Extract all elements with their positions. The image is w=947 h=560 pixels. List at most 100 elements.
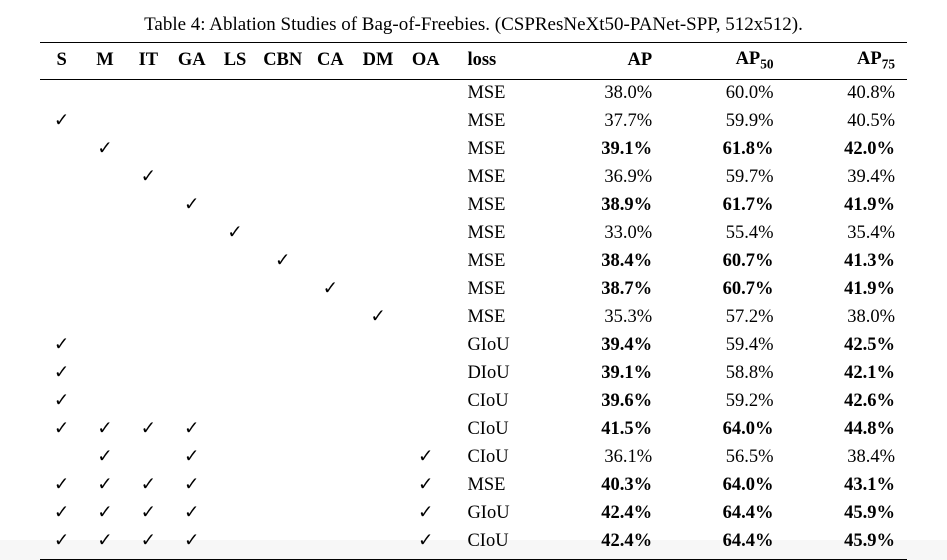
cell-loss: MSE	[447, 164, 542, 192]
cell-s	[40, 303, 83, 331]
cell-oa: ✓	[404, 527, 447, 559]
cell-m: ✓	[83, 443, 126, 471]
cell-ap75: 45.9%	[786, 499, 907, 527]
cell-it	[127, 443, 170, 471]
cell-loss: CIoU	[447, 527, 542, 559]
cell-ap: 41.5%	[543, 415, 664, 443]
cell-m	[83, 108, 126, 136]
cell-ap50: 59.7%	[664, 164, 785, 192]
cell-ga: ✓	[170, 443, 213, 471]
cell-m	[83, 331, 126, 359]
cell-ls	[213, 108, 256, 136]
cell-dm	[352, 387, 404, 415]
cell-loss: MSE	[447, 192, 542, 220]
cell-ap50: 58.8%	[664, 359, 785, 387]
cell-ap75: 42.6%	[786, 387, 907, 415]
cell-s: ✓	[40, 108, 83, 136]
table-row: ✓MSE38.9%61.7%41.9%	[40, 192, 907, 220]
table-row: ✓DIoU39.1%58.8%42.1%	[40, 359, 907, 387]
table-head: SMITGALSCBNCADMOAlossAPAP50AP75	[40, 43, 907, 80]
cell-ap: 35.3%	[543, 303, 664, 331]
cell-it: ✓	[127, 415, 170, 443]
cell-cbn	[257, 443, 309, 471]
cell-m	[83, 387, 126, 415]
cell-m: ✓	[83, 471, 126, 499]
cell-m	[83, 275, 126, 303]
cell-ap50: 57.2%	[664, 303, 785, 331]
cell-ap50: 60.7%	[664, 275, 785, 303]
cell-ap: 36.1%	[543, 443, 664, 471]
col-header-ap: AP	[543, 43, 664, 80]
cell-dm: ✓	[352, 303, 404, 331]
cell-ga: ✓	[170, 471, 213, 499]
cell-ap75: 38.0%	[786, 303, 907, 331]
cell-m	[83, 248, 126, 276]
cell-cbn	[257, 164, 309, 192]
col-header-ca: CA	[309, 43, 352, 80]
page: Table 4: Ablation Studies of Bag-of-Free…	[0, 0, 947, 540]
cell-loss: CIoU	[447, 443, 542, 471]
cell-dm	[352, 275, 404, 303]
cell-m	[83, 164, 126, 192]
cell-it	[127, 192, 170, 220]
cell-loss: MSE	[447, 108, 542, 136]
cell-dm	[352, 248, 404, 276]
table-row: ✓MSE33.0%55.4%35.4%	[40, 220, 907, 248]
cell-cbn	[257, 220, 309, 248]
cell-ap: 38.0%	[543, 79, 664, 107]
cell-ls	[213, 303, 256, 331]
cell-ga	[170, 359, 213, 387]
cell-ca	[309, 331, 352, 359]
cell-oa	[404, 79, 447, 107]
cell-oa: ✓	[404, 471, 447, 499]
col-header-ap75: AP75	[786, 43, 907, 80]
cell-ap: 38.9%	[543, 192, 664, 220]
cell-ls	[213, 136, 256, 164]
cell-ls	[213, 359, 256, 387]
cell-cbn	[257, 79, 309, 107]
cell-ap50: 60.7%	[664, 248, 785, 276]
cell-cbn	[257, 108, 309, 136]
cell-ap75: 42.5%	[786, 331, 907, 359]
table-row: ✓✓✓✓✓CIoU42.4%64.4%45.9%	[40, 527, 907, 559]
cell-dm	[352, 471, 404, 499]
cell-cbn	[257, 192, 309, 220]
table-row: ✓CIoU39.6%59.2%42.6%	[40, 387, 907, 415]
cell-dm	[352, 499, 404, 527]
cell-ap: 42.4%	[543, 527, 664, 559]
cell-it	[127, 303, 170, 331]
cell-cbn	[257, 387, 309, 415]
cell-ca	[309, 303, 352, 331]
cell-cbn	[257, 303, 309, 331]
table-caption: Table 4: Ablation Studies of Bag-of-Free…	[40, 14, 907, 36]
col-header-loss: loss	[447, 43, 542, 80]
cell-loss: MSE	[447, 275, 542, 303]
cell-loss: GIoU	[447, 499, 542, 527]
cell-dm	[352, 136, 404, 164]
cell-m	[83, 359, 126, 387]
table-row: ✓MSE37.7%59.9%40.5%	[40, 108, 907, 136]
cell-s: ✓	[40, 415, 83, 443]
cell-oa	[404, 331, 447, 359]
cell-ca: ✓	[309, 275, 352, 303]
col-header-ls: LS	[213, 43, 256, 80]
cell-loss: MSE	[447, 303, 542, 331]
cell-s	[40, 192, 83, 220]
col-header-ap50: AP50	[664, 43, 785, 80]
col-header-oa: OA	[404, 43, 447, 80]
cell-it	[127, 220, 170, 248]
cell-loss: MSE	[447, 248, 542, 276]
cell-ap: 40.3%	[543, 471, 664, 499]
table-row: ✓✓✓✓✓GIoU42.4%64.4%45.9%	[40, 499, 907, 527]
cell-m: ✓	[83, 415, 126, 443]
cell-it	[127, 387, 170, 415]
cell-oa	[404, 136, 447, 164]
cell-it: ✓	[127, 164, 170, 192]
cell-ap: 39.1%	[543, 136, 664, 164]
cell-cbn	[257, 471, 309, 499]
cell-dm	[352, 220, 404, 248]
cell-ls	[213, 331, 256, 359]
cell-ca	[309, 387, 352, 415]
cell-ga	[170, 220, 213, 248]
cell-ca	[309, 164, 352, 192]
